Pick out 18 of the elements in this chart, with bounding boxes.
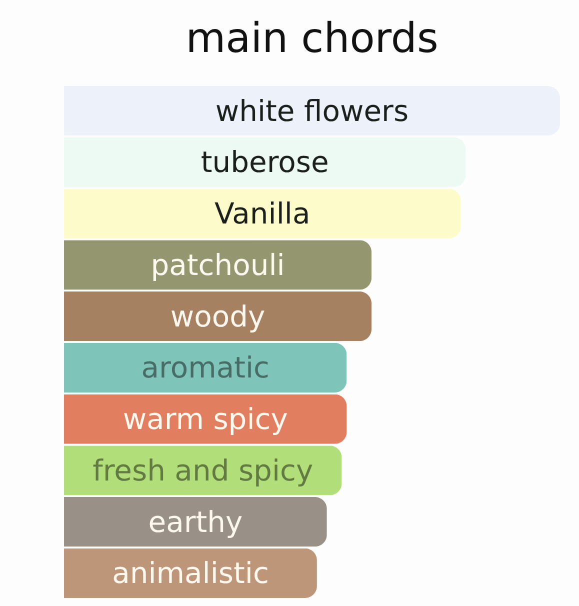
y-tick-label: woody [170, 299, 266, 334]
bar [64, 394, 347, 444]
y-tick-label: white flowers [215, 94, 409, 128]
y-tick-label: patchouli [150, 248, 285, 282]
y-tick-label: warm spicy [122, 402, 288, 436]
y-tick-label: Vanilla [214, 196, 310, 231]
bar [64, 188, 461, 238]
y-tick-label: earthy [148, 504, 243, 539]
bar [64, 292, 372, 342]
y-tick-label: tuberose [200, 145, 329, 180]
bar [64, 240, 372, 290]
y-tick-label: aromatic [141, 350, 270, 385]
bar [64, 342, 347, 392]
y-tick-label: fresh and spicy [92, 453, 314, 488]
y-tick-label: animalistic [112, 556, 269, 590]
bar [64, 497, 327, 547]
chart-title: main chords [186, 14, 438, 62]
bar [64, 548, 317, 598]
